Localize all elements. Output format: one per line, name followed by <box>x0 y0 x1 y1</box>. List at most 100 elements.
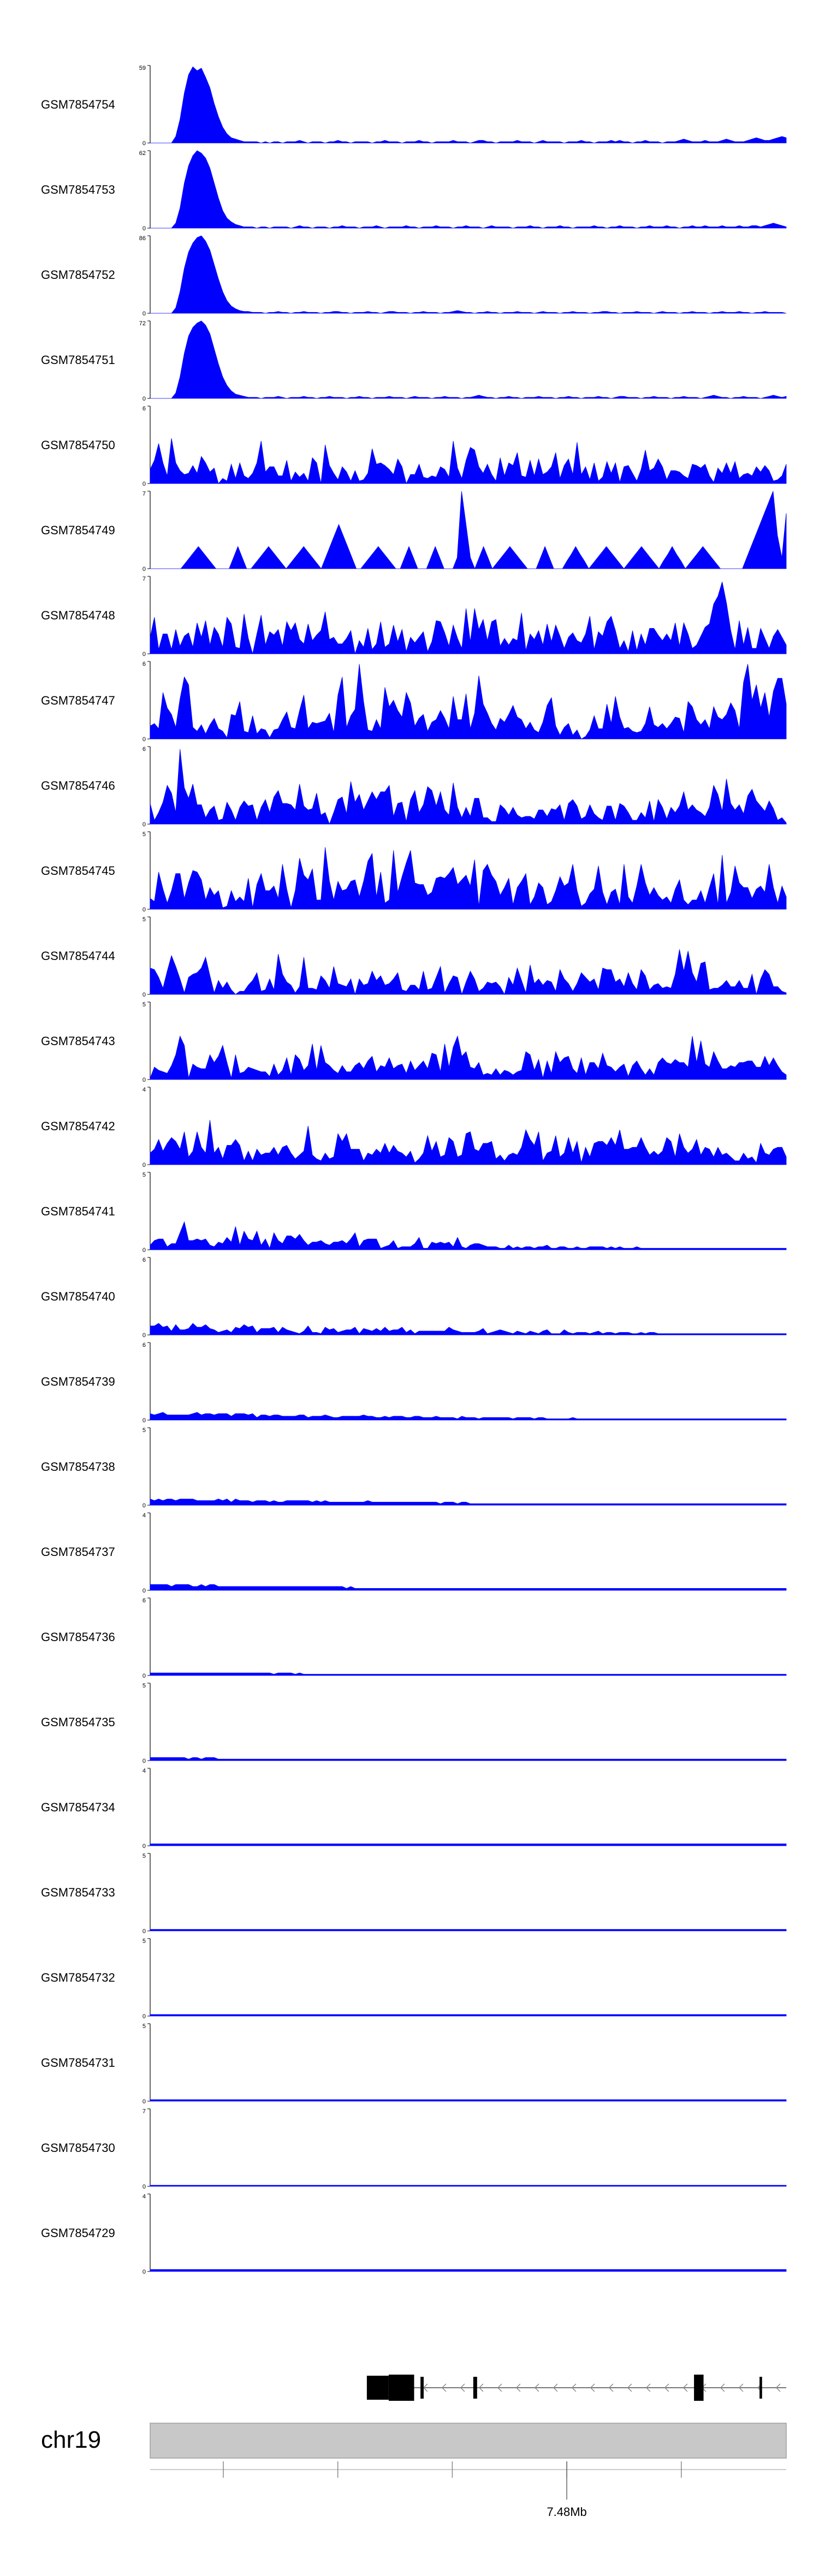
strand-arrow-icon <box>682 2383 688 2392</box>
track-label: GSM7854740 <box>41 1290 115 1303</box>
strand-arrow-icon <box>441 2383 447 2392</box>
track-GSM7854729: GSM7854729 4 0 <box>41 2193 787 2275</box>
y-tick-label-min: 0 <box>143 992 146 998</box>
y-tick-label-max: 5 <box>143 1172 146 1178</box>
y-tick-label-min: 0 <box>143 1758 146 1764</box>
track-label: GSM7854745 <box>41 864 115 878</box>
y-tick-label-min: 0 <box>143 566 146 573</box>
gene-exon <box>694 2375 704 2401</box>
y-tick-label-max: 86 <box>139 235 146 242</box>
track-label: GSM7854736 <box>41 1630 115 1644</box>
coverage-area <box>150 1672 787 1676</box>
strand-arrow-icon <box>515 2383 521 2392</box>
coverage-area <box>150 235 787 314</box>
y-tick-label-max: 5 <box>143 1427 146 1434</box>
y-tick-label-min: 0 <box>143 1588 146 1594</box>
y-tick-label-max: 6 <box>143 746 146 753</box>
track-GSM7854743: GSM7854743 5 0 <box>41 1001 787 1083</box>
gene-model-track <box>366 2375 786 2401</box>
strand-arrow-icon <box>571 2383 577 2392</box>
track-label: GSM7854735 <box>41 1715 115 1729</box>
track-label: GSM7854733 <box>41 1886 115 1899</box>
y-tick-label-max: 6 <box>143 406 146 412</box>
y-tick-label-min: 0 <box>143 651 146 658</box>
track-label: GSM7854741 <box>41 1204 115 1218</box>
track-GSM7854732: GSM7854732 5 0 <box>41 1938 787 2020</box>
y-tick-label-max: 4 <box>143 2193 146 2200</box>
y-tick-label-min: 0 <box>143 2098 146 2105</box>
y-tick-label-max: 6 <box>143 1597 146 1604</box>
strand-arrow-icon <box>590 2383 595 2392</box>
y-tick-label-max: 5 <box>143 1683 146 1689</box>
track-label: GSM7854751 <box>41 353 115 367</box>
track-GSM7854752: GSM7854752 86 0 <box>41 235 787 317</box>
y-tick-label-max: 5 <box>143 2023 146 2030</box>
track-label: GSM7854748 <box>41 609 115 622</box>
coverage-area <box>150 664 787 740</box>
y-tick-label-min: 0 <box>143 1673 146 1679</box>
track-label: GSM7854743 <box>41 1034 115 1048</box>
track-label: GSM7854738 <box>41 1460 115 1474</box>
track-GSM7854741: GSM7854741 5 0 <box>41 1172 787 1254</box>
gene-exon <box>420 2377 424 2399</box>
track-label: GSM7854744 <box>41 949 115 963</box>
coverage-area <box>150 1221 787 1250</box>
y-tick-label-max: 72 <box>139 320 146 327</box>
y-tick-label-max: 7 <box>143 576 146 582</box>
y-tick-label-min: 0 <box>143 1502 146 1509</box>
coverage-area <box>150 1035 787 1080</box>
track-GSM7854735: GSM7854735 5 0 <box>41 1683 787 1764</box>
coverage-area <box>150 2014 787 2017</box>
coverage-area <box>150 2269 787 2272</box>
y-tick-label-min: 0 <box>143 907 146 913</box>
strand-arrow-icon <box>738 2383 744 2392</box>
y-tick-label-min: 0 <box>143 1077 146 1083</box>
y-tick-label-max: 4 <box>143 1512 146 1519</box>
y-tick-label-min: 0 <box>143 2013 146 2020</box>
track-GSM7854754: GSM7854754 59 0 <box>41 65 787 147</box>
coverage-area <box>150 1584 787 1591</box>
coverage-area <box>150 2185 787 2187</box>
y-tick-label-max: 5 <box>143 916 146 923</box>
chromosome-label: chr19 <box>41 2426 101 2453</box>
strand-arrow-icon <box>720 2383 725 2392</box>
track-GSM7854737: GSM7854737 4 0 <box>41 1512 787 1594</box>
gene-exon <box>388 2375 414 2401</box>
track-GSM7854750: GSM7854750 6 0 <box>41 406 787 487</box>
coverage-area <box>150 1412 787 1421</box>
track-GSM7854746: GSM7854746 6 0 <box>41 746 787 828</box>
track-GSM7854731: GSM7854731 5 0 <box>41 2023 787 2105</box>
y-tick-label-max: 6 <box>143 1257 146 1263</box>
y-tick-label-min: 0 <box>143 1417 146 1424</box>
coverage-area <box>150 320 787 399</box>
y-tick-label-max: 5 <box>143 831 146 838</box>
track-label: GSM7854739 <box>41 1375 115 1388</box>
y-tick-label-max: 5 <box>143 1001 146 1008</box>
coverage-area <box>150 749 787 825</box>
track-label: GSM7854729 <box>41 2226 115 2240</box>
coverage-area <box>150 1499 787 1506</box>
y-tick-label-max: 4 <box>143 1087 146 1093</box>
coverage-area <box>150 1120 787 1165</box>
y-tick-label-min: 0 <box>143 1332 146 1339</box>
y-tick-label-min: 0 <box>143 1162 146 1168</box>
gene-utr <box>366 2376 389 2400</box>
track-label: GSM7854737 <box>41 1545 115 1559</box>
y-tick-label-max: 59 <box>139 65 146 71</box>
y-tick-label-min: 0 <box>143 225 146 232</box>
strand-arrow-icon <box>608 2383 614 2392</box>
axis-tick-label: 7.48Mb <box>547 2505 586 2519</box>
strand-arrow-icon <box>478 2383 484 2392</box>
track-label: GSM7854750 <box>41 438 115 452</box>
genome-axis: 7.48Mb <box>150 2461 786 2519</box>
coverage-area <box>150 2099 787 2102</box>
chromosome-ideogram: chr19 <box>41 2423 787 2459</box>
coverage-area <box>150 1844 787 1846</box>
track-GSM7854748: GSM7854748 7 0 <box>41 576 787 658</box>
coverage-area <box>150 847 787 910</box>
coverage-area <box>150 949 787 995</box>
y-tick-label-min: 0 <box>143 1843 146 1850</box>
strand-arrow-icon <box>553 2383 558 2392</box>
coverage-area <box>150 491 787 570</box>
